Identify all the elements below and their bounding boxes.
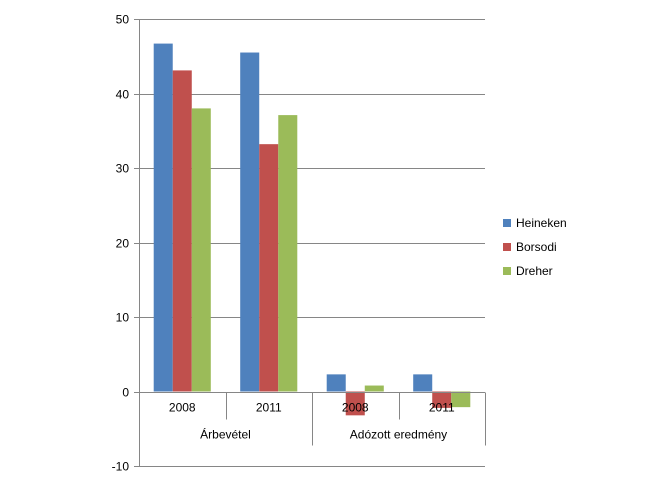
tick-labels: -10 0 10 20 30 40 50 2008 2011 2008 2011 Árbevétel A… [112,13,455,474]
x-category-label: 2011 [256,401,282,415]
legend-swatch [503,243,511,251]
y-tick-label: 30 [116,162,130,176]
bar-borsodi [172,70,192,392]
legend-label: Borsodi [516,240,557,254]
x-group-label: Árbevétel [200,427,251,442]
legend-swatch [503,219,511,227]
bar-dreher [451,391,471,408]
legend-item: Borsodi [503,235,567,259]
x-category-label: 2008 [342,401,369,415]
y-tick-label: -10 [112,460,130,474]
bar-heineken [413,374,433,392]
bar-borsodi [432,391,452,408]
bars [153,43,471,416]
bar-heineken [326,374,346,392]
bar-dreher [278,115,298,392]
x-category-label: 2011 [429,401,455,415]
bar-heineken [240,52,260,392]
x-category-label: 2008 [169,401,196,415]
y-tick-label: 10 [116,311,130,325]
legend-swatch [503,267,511,275]
bar-dreher [191,108,211,392]
y-tick-label: 20 [116,237,130,251]
y-tick-label: 40 [116,88,130,102]
bar-heineken [153,43,173,392]
axes [139,19,486,466]
bar-dreher [364,385,384,392]
y-tick-label: 0 [122,386,129,400]
x-group-label: Adózott eredmény [350,428,447,442]
bar-borsodi [259,144,279,392]
y-tick-label: 50 [116,13,130,27]
legend: Heineken Borsodi Dreher [503,211,567,283]
legend-label: Heineken [516,216,567,230]
legend-item: Dreher [503,259,567,283]
legend-item: Heineken [503,211,567,235]
bar-borsodi [345,391,365,416]
legend-label: Dreher [516,264,553,278]
